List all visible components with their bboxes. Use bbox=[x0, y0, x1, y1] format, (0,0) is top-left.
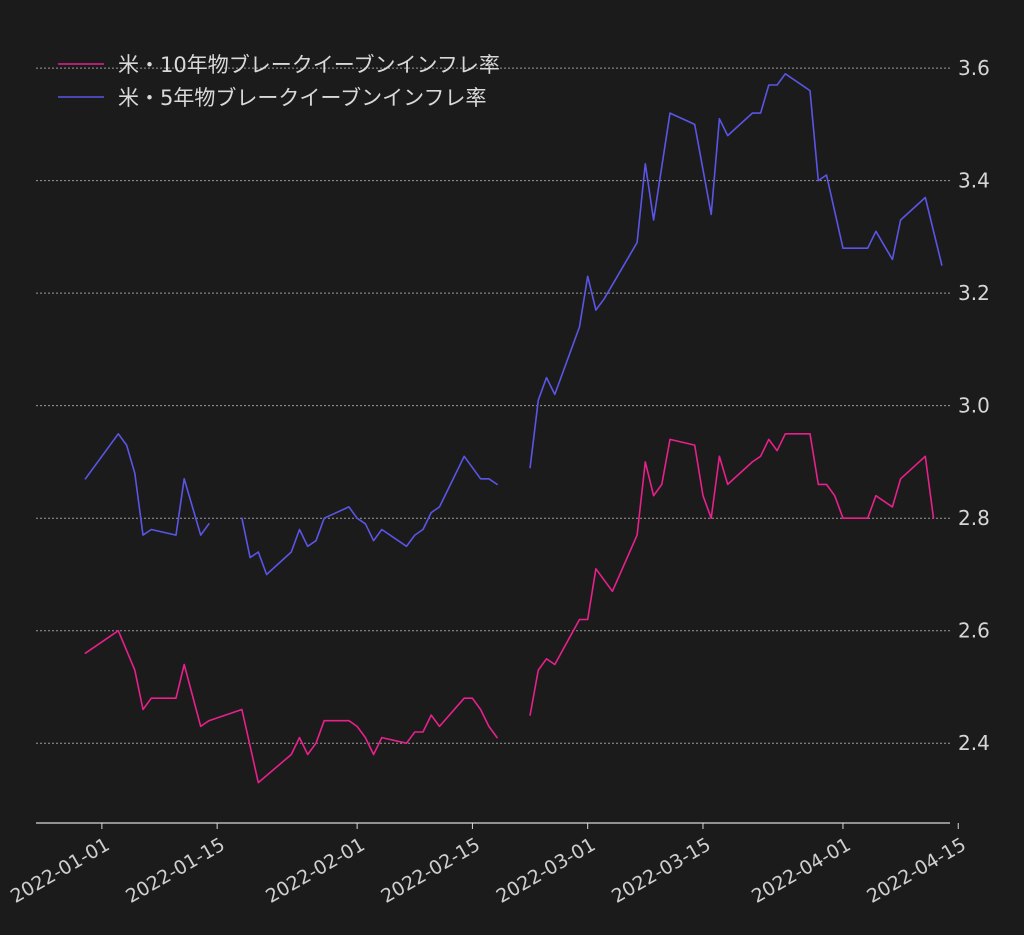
y-tick-label: 2.8 bbox=[958, 506, 990, 530]
x-tick-label: 2022-02-01 bbox=[262, 834, 369, 908]
x-tick-label: 2022-04-01 bbox=[748, 834, 855, 908]
x-tick-label: 2022-03-01 bbox=[493, 834, 600, 908]
legend: 米・10年物ブレークイーブンインフレ率 米・5年物ブレークイーブンインフレ率 bbox=[58, 53, 500, 110]
series-lines bbox=[84, 73, 943, 784]
y-axis-ticks: 2.4 2.6 2.8 3.0 3.2 3.4 3.6 bbox=[958, 56, 990, 755]
y-tick-label: 3.0 bbox=[958, 394, 990, 418]
series-line-5y bbox=[84, 73, 943, 576]
x-axis-ticks: 2022-01-01 2022-01-15 2022-02-01 2022-02-15… bbox=[7, 823, 970, 908]
y-tick-label: 2.6 bbox=[958, 619, 990, 643]
x-tick-label: 2022-02-15 bbox=[377, 834, 484, 908]
legend-label-10y: 米・10年物ブレークイーブンインフレ率 bbox=[118, 53, 500, 77]
y-tick-label: 3.4 bbox=[958, 169, 990, 193]
y-tick-label: 3.6 bbox=[958, 56, 990, 80]
x-tick-label: 2022-03-15 bbox=[608, 834, 715, 908]
x-tick-label: 2022-01-01 bbox=[7, 834, 114, 908]
x-tick-label: 2022-04-15 bbox=[863, 834, 970, 908]
legend-label-5y: 米・5年物ブレークイーブンインフレ率 bbox=[118, 86, 486, 110]
gridlines bbox=[36, 67, 950, 744]
series-line-10y bbox=[84, 433, 935, 784]
y-tick-label: 3.2 bbox=[958, 281, 990, 305]
y-tick-label: 2.4 bbox=[958, 731, 990, 755]
x-tick-label: 2022-01-15 bbox=[122, 834, 229, 908]
